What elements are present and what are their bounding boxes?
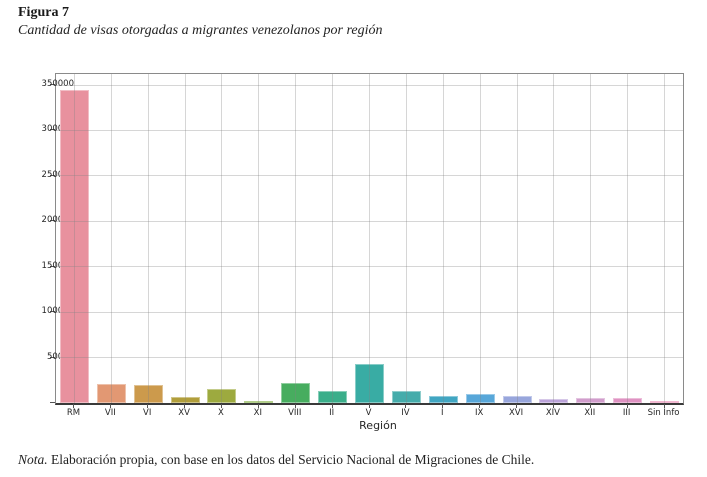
x-tick-mark [147,404,149,408]
x-tick-mark [552,404,554,408]
bar-i [428,395,458,403]
y-gridline [56,175,683,177]
x-axis-title: Región [359,419,397,432]
x-gridline [110,74,112,403]
x-gridline [184,74,186,403]
y-tick-label: 350000 [41,79,74,89]
x-tick-label: IX [474,408,484,418]
x-tick-mark [516,404,518,408]
x-tick-label: Sin Info [647,408,680,418]
y-tick-mark [50,265,55,267]
x-tick-mark [479,404,481,408]
x-gridline [73,74,75,403]
x-gridline [369,74,370,403]
bar-xv [170,397,200,403]
x-tick-label: IV [401,408,410,418]
x-gridline [405,74,407,403]
x-tick-mark [257,404,259,408]
y-tick-label: 200000 [41,215,74,226]
x-tick-mark [331,404,333,408]
bar-xii [576,398,606,403]
plot-area [55,73,684,405]
x-tick-mark [626,404,628,408]
bar-x [207,389,237,403]
x-tick-label: XII [584,408,596,418]
y-tick-mark [50,174,55,176]
x-tick-mark [663,404,665,408]
y-tick-label: 150000 [41,260,74,271]
x-gridline [221,74,223,403]
bar-xvi [502,396,532,403]
x-tick-mark [220,404,222,408]
x-tick-label: V [365,408,372,418]
y-gridline [56,357,683,359]
bar-sin-info [650,401,680,403]
bar-iii [613,397,643,403]
x-gridline [479,74,481,403]
x-tick-mark [73,404,75,408]
x-gridline [332,74,334,403]
y-tick-mark [50,84,55,85]
x-gridline [553,74,555,403]
bar-xi [244,400,274,403]
x-tick-label: XVI [508,408,524,418]
y-tick-mark [50,220,55,222]
y-gridline [56,311,683,313]
figure-subtitle: Cantidad de visas otorgadas a migrantes … [18,23,383,38]
y-tick-mark [50,356,55,358]
bar-ii [318,391,348,403]
x-gridline [442,74,444,403]
x-tick-label: XV [178,408,190,418]
figure-label: Figura 7 [18,5,69,20]
y-gridline [56,129,683,131]
x-gridline [590,74,592,403]
x-tick-label: VII [104,408,116,418]
x-tick-mark [589,404,591,408]
x-tick-mark [184,404,186,408]
x-tick-label: VIII [288,408,302,418]
x-gridline [147,74,149,403]
y-tick-mark [50,311,55,313]
x-gridline [664,74,666,403]
y-tick-label: 300000 [41,124,74,135]
x-tick-label: II [329,408,335,418]
x-tick-mark [442,404,444,408]
x-tick-mark [405,404,407,408]
bar-vii [96,383,126,403]
x-tick-label: VI [143,408,152,418]
bar-v [355,363,384,403]
x-tick-label: XI [253,408,263,418]
x-gridline [258,74,260,403]
x-gridline [295,74,297,403]
bar-iv [391,391,421,403]
bar-rm [59,89,89,403]
note-text: Elaboración propia, con base en los dato… [47,452,535,467]
x-tick-label: III [622,408,631,418]
y-tick-mark [50,402,55,403]
x-tick-mark [368,404,370,408]
x-tick-label: X [218,408,224,418]
x-tick-label: RM [66,408,81,418]
bar-viii [281,383,311,403]
bar-ix [465,393,495,403]
y-tick-label: 100000 [41,306,74,317]
x-tick-label: XIV [545,408,560,418]
x-tick-mark [110,404,112,408]
y-tick-label: 250000 [41,169,74,180]
y-gridline [56,220,683,222]
y-tick-mark [50,129,55,131]
y-gridline [56,266,683,268]
bar-xiv [539,399,569,403]
bar-chart: Región 050000100000150000200000250000300… [0,62,707,434]
x-gridline [516,74,518,403]
figure-note: Nota. Elaboración propia, con base en lo… [18,452,534,468]
x-tick-mark [294,404,296,408]
bar-vi [133,385,163,403]
x-gridline [627,74,629,403]
y-gridline [56,84,683,86]
note-prefix: Nota. [18,452,48,467]
x-tick-label: I [440,408,444,418]
